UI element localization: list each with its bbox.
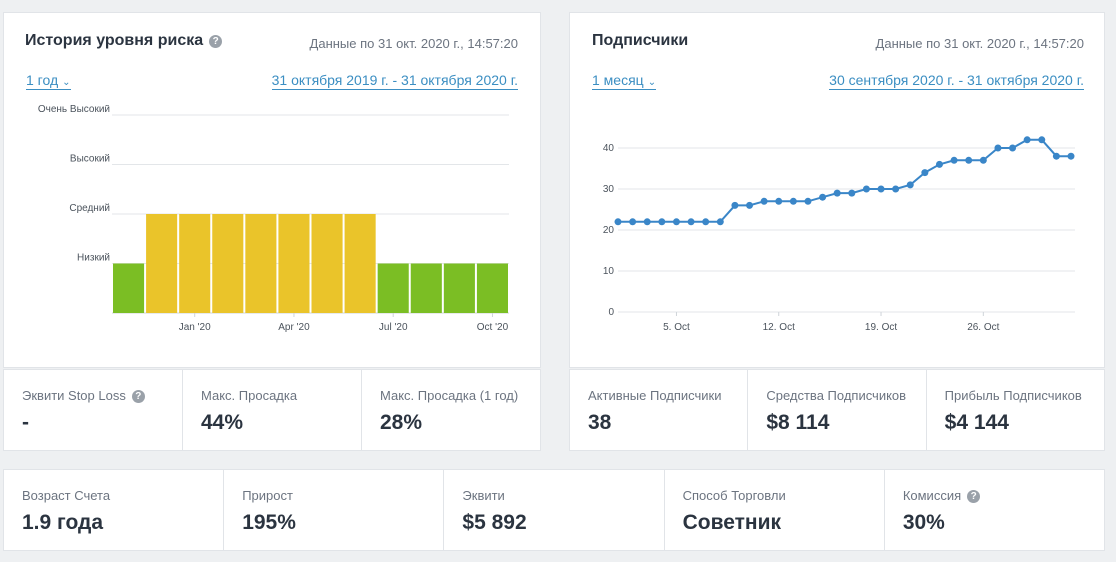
- subscribers-period-dropdown[interactable]: 1 месяц ⌄: [592, 72, 657, 90]
- subscribers-date-range[interactable]: 30 сентября 2020 г. - 31 октября 2020 г.: [829, 72, 1084, 90]
- data-point: [775, 197, 783, 205]
- risk-updated-date: Данные по 31 окт. 2020 г., 14:57:20: [309, 36, 518, 51]
- subscribers-stats-row: Активные Подписчики 38 Средства Подписчи…: [569, 369, 1105, 451]
- data-point: [935, 160, 943, 168]
- data-point: [804, 197, 812, 205]
- data-point: [1052, 152, 1060, 160]
- y-tick-label: Очень Высокий: [38, 105, 110, 115]
- data-point: [760, 197, 768, 205]
- data-point: [629, 218, 637, 226]
- data-point: [672, 218, 680, 226]
- risk-bar: [179, 214, 211, 313]
- risk-history-title: История уровня риска?: [25, 32, 223, 50]
- data-point: [848, 189, 856, 197]
- x-tick-label: 26. Oct: [967, 322, 999, 333]
- data-point: [1009, 144, 1017, 152]
- help-icon[interactable]: ?: [131, 390, 145, 403]
- y-tick-label: 30: [603, 184, 615, 195]
- data-point: [614, 218, 622, 226]
- stat-growth: Прирост 195%: [224, 470, 445, 550]
- stat-equity: Эквити $5 892: [444, 470, 665, 550]
- data-point: [862, 185, 870, 193]
- risk-bar: [278, 214, 310, 313]
- risk-date-range[interactable]: 31 октября 2019 г. - 31 октября 2020 г.: [271, 72, 518, 90]
- data-point: [643, 218, 651, 226]
- risk-bar: [410, 263, 442, 313]
- stat-max-drawdown-1y: Макс. Просадка (1 год) 28%: [380, 388, 519, 434]
- data-point: [658, 218, 666, 226]
- data-point: [731, 201, 739, 209]
- help-icon[interactable]: ?: [209, 35, 223, 48]
- data-point: [979, 156, 987, 164]
- data-point: [819, 193, 827, 201]
- data-point: [965, 156, 973, 164]
- data-point: [994, 144, 1002, 152]
- data-point: [716, 218, 724, 226]
- risk-bar: [146, 214, 178, 313]
- risk-history-panel: История уровня риска? Данные по 31 окт. …: [3, 12, 541, 368]
- data-point: [1038, 136, 1046, 144]
- stat-trading-method: Способ Торговли Советник: [665, 470, 885, 550]
- x-tick-label: 12. Oct: [763, 322, 795, 333]
- chevron-down-icon: ⌄: [62, 77, 71, 88]
- chevron-down-icon: ⌄: [647, 77, 657, 88]
- risk-bar: [212, 214, 244, 313]
- data-point: [702, 218, 710, 226]
- data-point: [746, 201, 754, 209]
- data-point: [833, 189, 841, 197]
- data-point: [950, 156, 958, 164]
- stat-account-age: Возраст Счета 1.9 года: [4, 470, 225, 550]
- y-tick-label: 40: [603, 143, 615, 154]
- x-tick-label: Jan '20: [179, 322, 211, 333]
- stat-active-subscribers: Активные Подписчики 38: [570, 370, 749, 450]
- stat-subscribers-profit: Прибыль Подписчиков $4 144: [944, 388, 1082, 434]
- risk-stats-row: Эквити Stop Loss? - Макс. Просадка 44% М…: [3, 369, 541, 451]
- risk-period-dropdown[interactable]: 1 год ⌄: [26, 72, 71, 90]
- data-point: [789, 197, 797, 205]
- y-tick-label: Низкий: [77, 253, 110, 264]
- risk-bar: [377, 263, 409, 313]
- data-point: [687, 218, 695, 226]
- risk-bar: [245, 214, 277, 313]
- risk-bar: [443, 263, 475, 313]
- subscribers-line: [618, 138, 1071, 223]
- y-tick-label: 10: [603, 266, 615, 277]
- help-icon[interactable]: ?: [967, 490, 981, 503]
- x-tick-label: Jul '20: [379, 322, 408, 333]
- account-stats-row: Возраст Счета 1.9 года Прирост 195% Экви…: [3, 469, 1105, 551]
- y-tick-label: Высокий: [70, 154, 110, 165]
- subscribers-panel: Подписчики Данные по 31 окт. 2020 г., 14…: [569, 12, 1105, 368]
- data-point: [906, 181, 914, 189]
- risk-bar: [476, 263, 508, 313]
- x-tick-label: 5. Oct: [663, 322, 690, 333]
- risk-history-chart: Очень Высокий Высокий Средний Низкий Jan '20…: [38, 105, 509, 333]
- subscribers-title: Подписчики: [592, 32, 689, 49]
- y-tick-label: Средний: [69, 203, 110, 214]
- risk-bar: [311, 214, 343, 313]
- data-point: [1067, 152, 1075, 160]
- stat-commission: Комиссия? 30%: [885, 470, 1104, 550]
- stat-max-drawdown: Макс. Просадка 44%: [183, 370, 362, 450]
- stat-subscribers-funds: Средства Подписчиков $8 114: [748, 370, 927, 450]
- y-tick-label: 20: [603, 225, 615, 236]
- x-tick-label: Oct '20: [477, 322, 509, 333]
- data-point: [877, 185, 885, 193]
- stat-equity-stop-loss: Эквити Stop Loss? -: [4, 370, 183, 450]
- subscribers-chart: 0 10 20 30 40 5. Oct 12. Oct 19. Oct 26. Oct: [603, 136, 1075, 333]
- x-tick-label: 19. Oct: [865, 322, 897, 333]
- data-point: [892, 185, 900, 193]
- risk-bar: [113, 263, 145, 313]
- data-point: [921, 169, 929, 177]
- y-tick-label: 0: [608, 307, 614, 318]
- x-tick-label: Apr '20: [278, 322, 310, 333]
- data-point: [1023, 136, 1031, 144]
- subscribers-updated-date: Данные по 31 окт. 2020 г., 14:57:20: [875, 36, 1084, 51]
- risk-bar: [344, 214, 376, 313]
